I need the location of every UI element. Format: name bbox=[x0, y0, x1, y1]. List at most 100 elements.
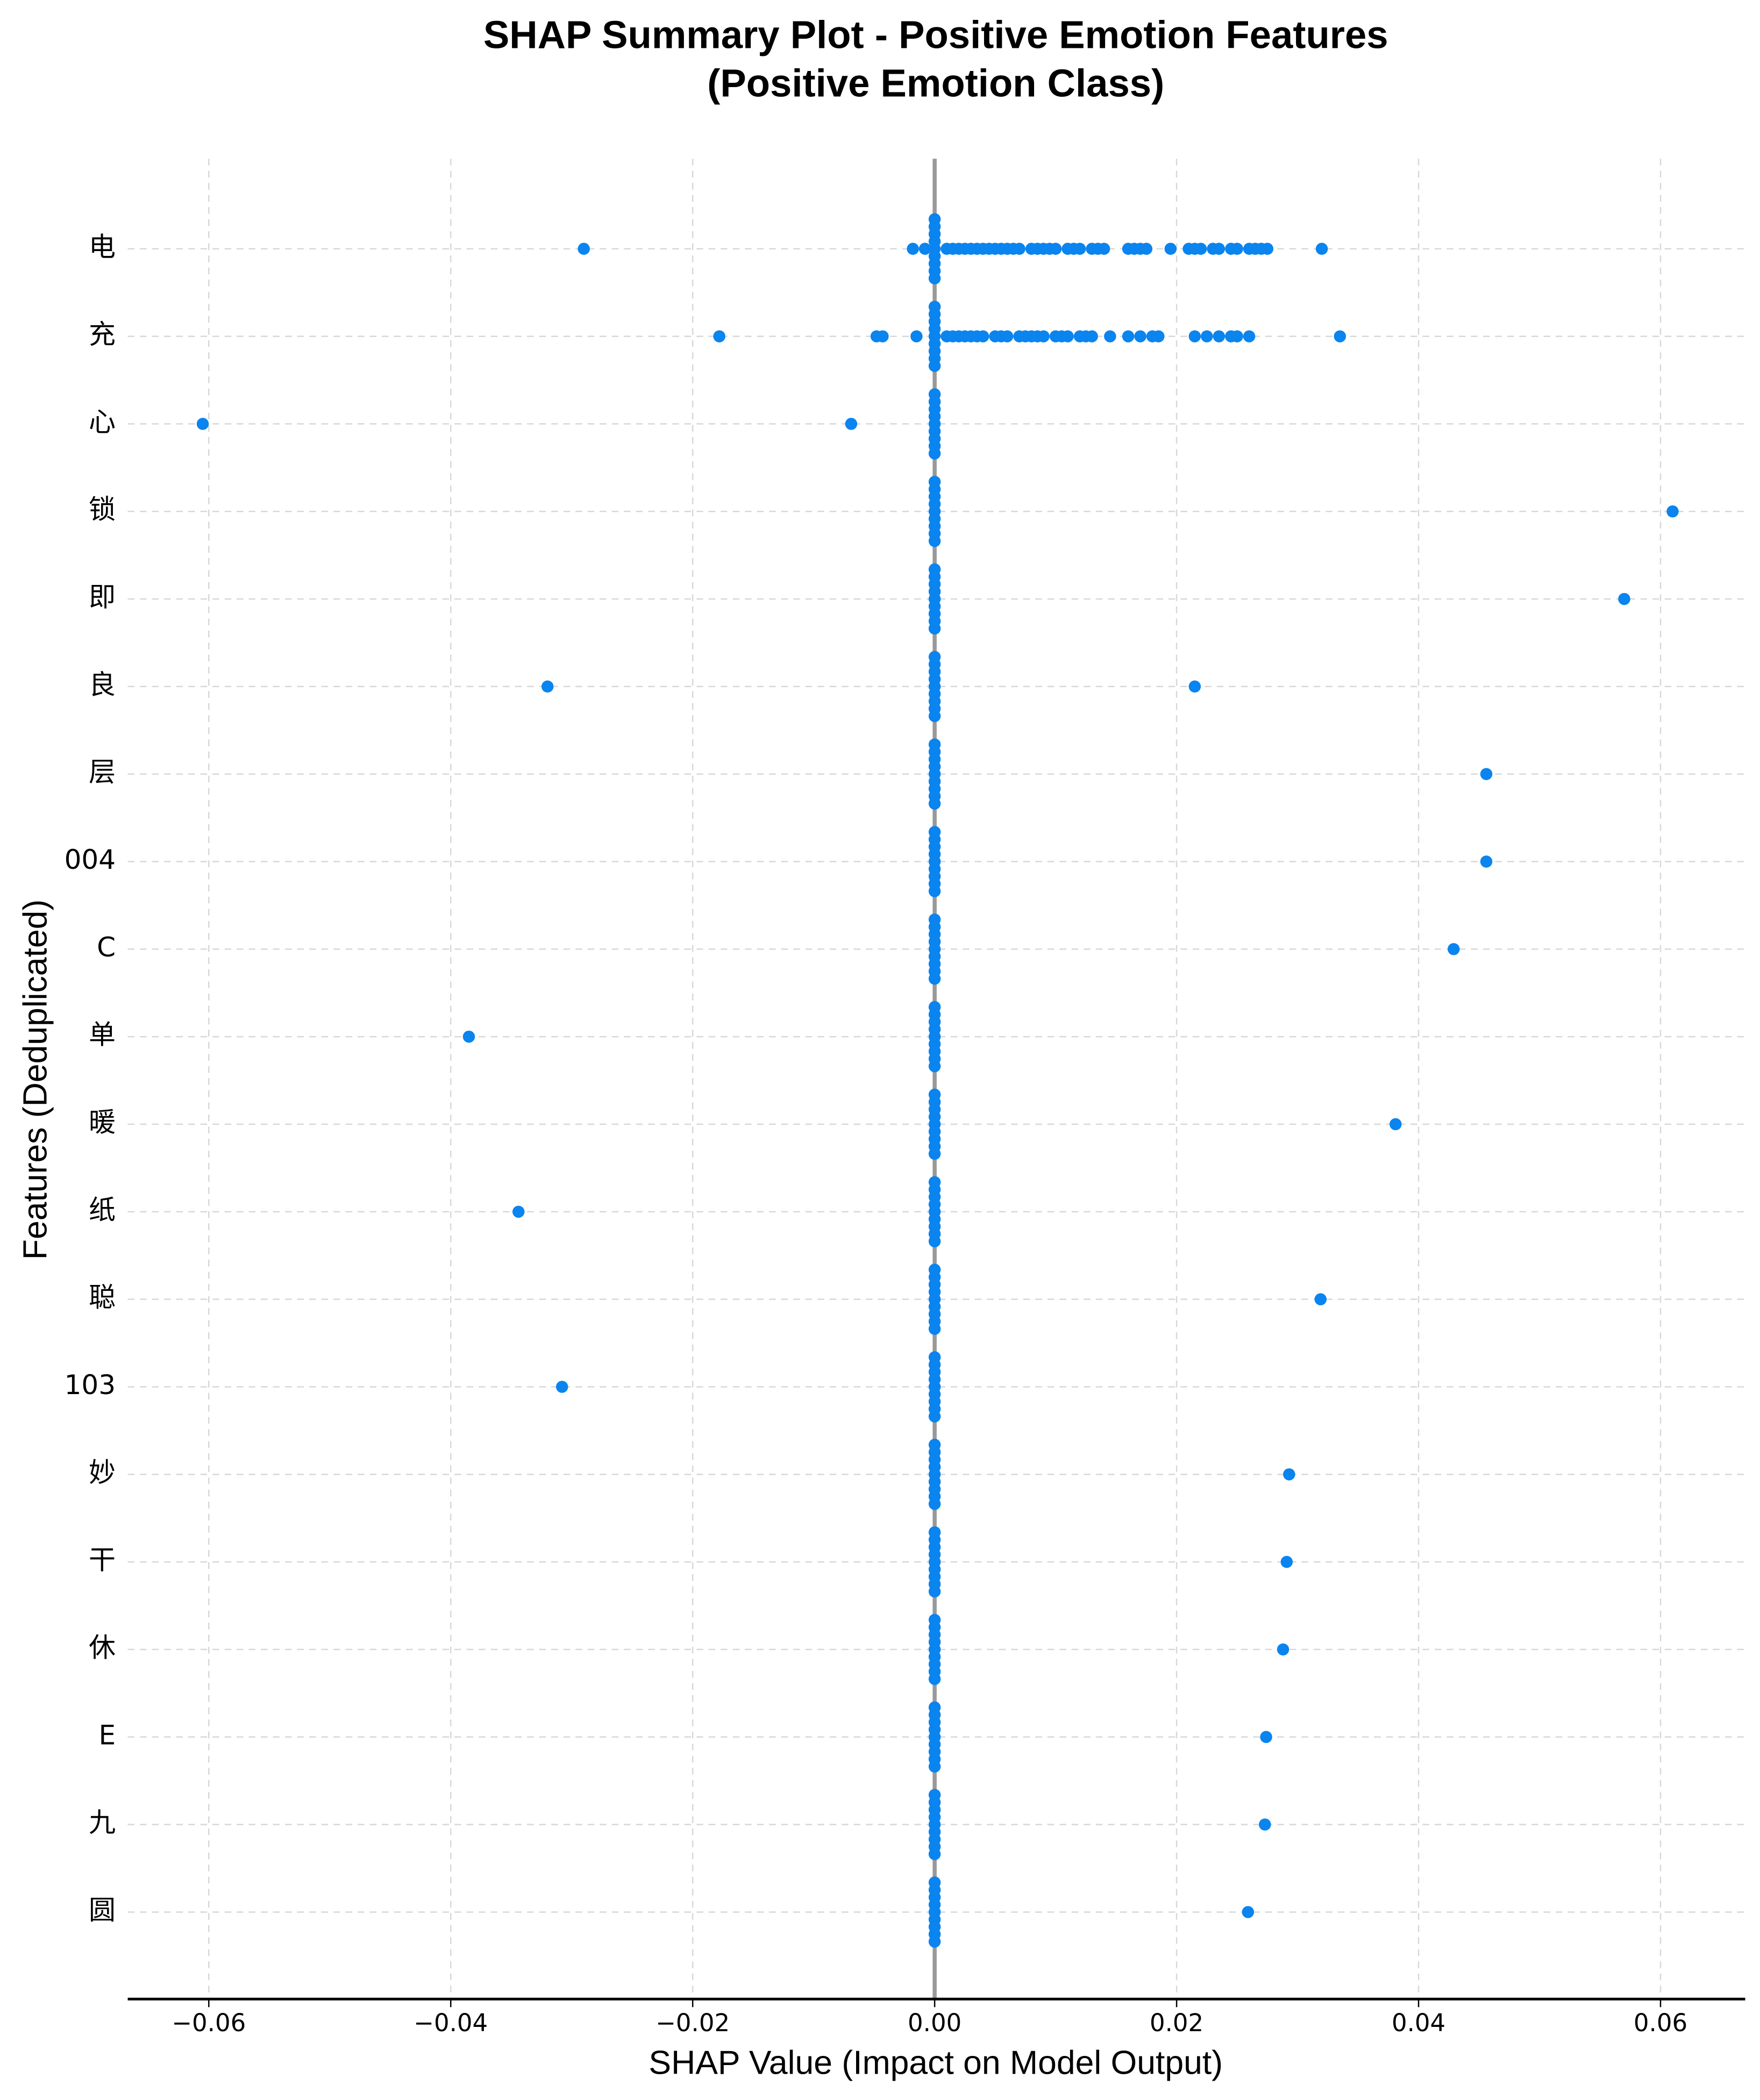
point bbox=[1073, 242, 1086, 255]
point bbox=[928, 1935, 941, 1948]
y-tick-label: 单 bbox=[89, 1019, 116, 1051]
point bbox=[1001, 330, 1014, 342]
point bbox=[1242, 1906, 1255, 1918]
point bbox=[1480, 855, 1493, 868]
x-axis-label: SHAP Value (Impact on Model Output) bbox=[649, 2044, 1223, 2081]
point bbox=[1213, 242, 1225, 255]
point bbox=[1061, 330, 1074, 342]
x-tick-label: 0.02 bbox=[1150, 2009, 1203, 2037]
point bbox=[928, 1498, 941, 1510]
y-tick-label: 004 bbox=[65, 844, 116, 875]
y-tick-label: 干 bbox=[89, 1545, 116, 1576]
y-axis-label: Features (Deduplicated) bbox=[17, 899, 54, 1260]
point bbox=[928, 360, 941, 372]
point bbox=[1315, 242, 1328, 255]
point bbox=[928, 1848, 941, 1860]
point bbox=[845, 418, 858, 430]
point bbox=[928, 973, 941, 985]
point bbox=[1666, 505, 1679, 518]
point bbox=[1480, 768, 1493, 780]
point bbox=[928, 447, 941, 460]
point bbox=[541, 680, 554, 693]
y-tick-label: 妙 bbox=[89, 1457, 116, 1488]
point bbox=[1243, 330, 1256, 342]
y-tick-label: 圆 bbox=[89, 1895, 116, 1926]
point bbox=[928, 885, 941, 897]
chart-subtitle: (Positive Emotion Class) bbox=[707, 61, 1164, 105]
point bbox=[928, 1235, 941, 1248]
y-tick-label: 心 bbox=[89, 406, 116, 438]
point bbox=[928, 1323, 941, 1335]
point bbox=[555, 1381, 568, 1393]
y-tick-label: 层 bbox=[89, 756, 116, 788]
y-tick-label: 即 bbox=[89, 582, 116, 613]
y-tick-label: 休 bbox=[89, 1632, 116, 1663]
y-tick-label: 聪 bbox=[89, 1282, 116, 1313]
x-tick-label: −0.06 bbox=[172, 2009, 246, 2037]
point bbox=[928, 1673, 941, 1685]
point bbox=[1152, 330, 1165, 342]
point bbox=[1390, 1118, 1402, 1131]
point bbox=[910, 330, 923, 342]
point bbox=[1194, 242, 1207, 255]
point bbox=[1134, 330, 1146, 342]
point bbox=[877, 330, 889, 342]
point bbox=[1261, 242, 1274, 255]
y-tick-label: 锁 bbox=[89, 494, 116, 525]
point bbox=[1213, 330, 1225, 342]
point bbox=[1277, 1643, 1289, 1656]
point bbox=[928, 1410, 941, 1423]
point bbox=[512, 1205, 525, 1218]
point bbox=[1201, 330, 1213, 342]
point bbox=[928, 1147, 941, 1160]
point bbox=[1231, 330, 1243, 342]
point bbox=[1098, 242, 1110, 255]
y-tick-label: 103 bbox=[65, 1369, 116, 1401]
point bbox=[928, 272, 941, 285]
y-tick-label: C bbox=[97, 932, 116, 963]
point bbox=[928, 535, 941, 547]
point bbox=[928, 1060, 941, 1073]
point bbox=[1188, 330, 1201, 342]
point bbox=[1104, 330, 1116, 342]
point bbox=[1231, 242, 1243, 255]
point bbox=[1122, 330, 1135, 342]
point bbox=[977, 330, 989, 342]
point bbox=[928, 622, 941, 635]
point bbox=[1037, 330, 1050, 342]
point bbox=[1280, 1555, 1293, 1568]
point bbox=[1086, 330, 1098, 342]
point bbox=[1164, 242, 1177, 255]
point bbox=[928, 797, 941, 810]
y-tick-label: 良 bbox=[89, 669, 116, 700]
point bbox=[1049, 242, 1062, 255]
point bbox=[462, 1030, 475, 1043]
y-tick-label: 充 bbox=[89, 319, 116, 350]
point bbox=[1188, 680, 1201, 693]
y-tick-label: 电 bbox=[89, 231, 116, 262]
y-tick-label: 纸 bbox=[89, 1194, 116, 1225]
x-tick-label: 0.04 bbox=[1392, 2009, 1445, 2037]
x-tick-label: 0.00 bbox=[908, 2009, 961, 2037]
x-tick-label: −0.04 bbox=[414, 2009, 488, 2037]
point bbox=[713, 330, 725, 342]
point bbox=[928, 710, 941, 723]
point bbox=[928, 1585, 941, 1598]
y-tick-label: 暖 bbox=[89, 1107, 116, 1138]
y-tick-label: E bbox=[98, 1719, 116, 1751]
point bbox=[918, 242, 931, 255]
point bbox=[1259, 1818, 1271, 1831]
y-tick-label: 九 bbox=[89, 1807, 116, 1838]
point bbox=[1140, 242, 1153, 255]
x-tick-label: −0.02 bbox=[655, 2009, 730, 2037]
point bbox=[196, 418, 209, 430]
point bbox=[1260, 1731, 1272, 1744]
point bbox=[578, 242, 590, 255]
point bbox=[907, 242, 919, 255]
point bbox=[1013, 242, 1025, 255]
point bbox=[1314, 1293, 1327, 1305]
chart-title: SHAP Summary Plot - Positive Emotion Fea… bbox=[483, 13, 1388, 56]
